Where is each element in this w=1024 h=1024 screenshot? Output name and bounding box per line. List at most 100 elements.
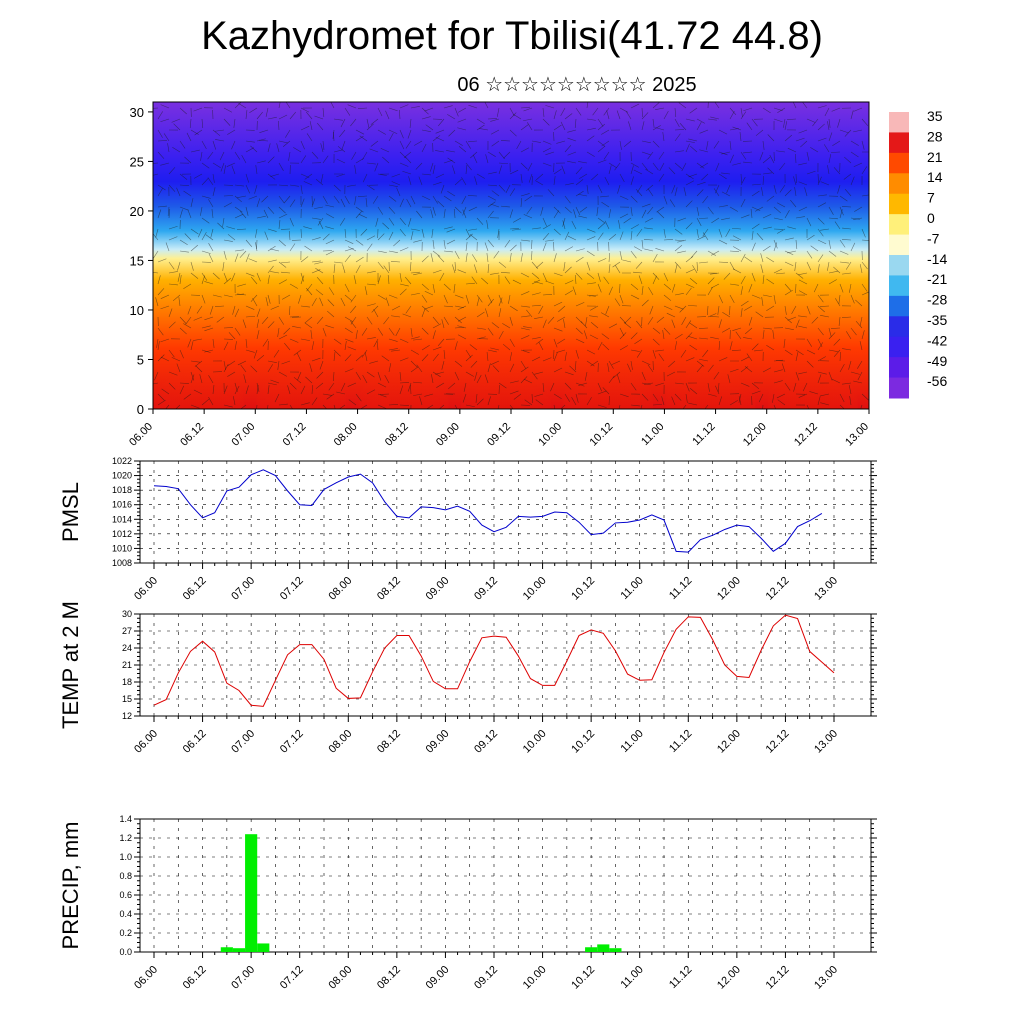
- wind-barb: [190, 198, 194, 208]
- wind-barb: [773, 268, 783, 274]
- wind-barb: [772, 393, 775, 403]
- wind-barb: [600, 312, 610, 318]
- wind-barb: [410, 384, 412, 395]
- wind-barb: [685, 140, 695, 143]
- wind-barb: [278, 239, 286, 247]
- wind-barb: [289, 316, 299, 318]
- wind-barb: [311, 385, 314, 395]
- wind-barb: [696, 217, 702, 227]
- wind-barb: [760, 264, 764, 274]
- wind-barb: [267, 143, 271, 153]
- wind-barb: [766, 278, 775, 285]
- wind-barb: [861, 283, 868, 292]
- wind-barb: [377, 404, 387, 409]
- wind-barb: [424, 107, 434, 112]
- wind-barb: [751, 382, 760, 390]
- wind-barb: [391, 315, 401, 318]
- x-tick-label: 06.12: [181, 964, 209, 992]
- wind-barb: [830, 327, 841, 329]
- wind-barb: [685, 118, 695, 122]
- wind-barb: [350, 316, 357, 325]
- wind-barb: [375, 217, 379, 227]
- wind-barb: [270, 248, 280, 252]
- precip-bar: [609, 948, 622, 952]
- x-tick-label: 07.12: [278, 728, 306, 756]
- wind-barb: [817, 217, 825, 225]
- wind-barb: [630, 162, 639, 168]
- wind-barb: [861, 194, 869, 197]
- wind-barb: [281, 261, 291, 264]
- wind-barb: [457, 127, 467, 131]
- wind-barb: [333, 261, 343, 264]
- wind-barb: [674, 228, 683, 235]
- wind-barb: [326, 393, 335, 400]
- wind-barb: [553, 367, 563, 373]
- precip-panel: 0.00.20.40.60.81.01.21.406.00 06.12 07.00 0…: [58, 814, 877, 992]
- wind-barb: [696, 206, 700, 216]
- wind-barb: [773, 184, 777, 194]
- wind-barb: [535, 399, 544, 406]
- wind-barb: [300, 385, 306, 395]
- wind-barb: [438, 404, 445, 409]
- wind-barb: [586, 282, 596, 285]
- wind-barb: [838, 294, 841, 304]
- wind-barb: [509, 253, 512, 263]
- wind-barb: [601, 333, 610, 340]
- wind-barb: [523, 378, 533, 384]
- wind-barb: [696, 118, 705, 124]
- wind-barb: [232, 305, 236, 315]
- wind-barb: [252, 298, 258, 307]
- wind-barb: [234, 385, 240, 395]
- wind-barb: [486, 352, 489, 362]
- wind-barb: [223, 341, 229, 351]
- wind-barb: [311, 260, 321, 263]
- wind-barb: [344, 316, 353, 322]
- wind-barb: [366, 184, 375, 191]
- wind-barb: [787, 147, 797, 153]
- precip-bar: [585, 947, 598, 952]
- wind-barb: [855, 321, 863, 329]
- wind-barb: [751, 231, 754, 241]
- wind-barb: [267, 265, 274, 274]
- y-tick-label: 1008: [112, 558, 132, 568]
- wind-barb: [465, 354, 473, 362]
- wind-barb: [377, 275, 381, 285]
- wind-barb: [388, 404, 398, 406]
- wind-barb: [751, 183, 761, 186]
- wind-barb: [839, 283, 844, 293]
- wind-barb: [179, 173, 188, 180]
- wind-barb: [200, 206, 203, 216]
- wind-barb: [289, 243, 296, 252]
- wind-barb: [669, 199, 676, 208]
- colorbar-label: 0: [927, 210, 935, 226]
- wind-barb: [245, 338, 248, 348]
- wind-barb: [766, 256, 775, 263]
- wind-barb: [509, 380, 519, 384]
- wind-barb: [571, 220, 577, 230]
- wind-barb: [476, 124, 485, 131]
- wind-barb: [545, 105, 555, 109]
- wind-barb: [635, 188, 643, 197]
- wind-barb: [314, 206, 324, 209]
- wind-barb: [168, 209, 171, 219]
- wind-barb: [344, 283, 350, 293]
- wind-barb: [746, 122, 753, 131]
- wind-barb: [504, 276, 511, 285]
- wind-barb: [153, 173, 159, 176]
- wind-barb: [339, 217, 346, 226]
- wind-barb: [645, 184, 654, 192]
- wind-barb: [443, 105, 453, 109]
- wind-barb: [798, 325, 808, 329]
- wind-barb: [353, 275, 357, 285]
- wind-barb: [171, 357, 181, 362]
- wind-barb: [454, 371, 460, 381]
- wind-barb: [831, 378, 841, 384]
- wind-barb: [575, 190, 584, 197]
- wind-barb: [408, 217, 412, 227]
- wind-barb: [689, 322, 698, 329]
- wind-barb: [462, 209, 467, 219]
- wind-barb: [531, 304, 541, 307]
- wind-barb: [520, 315, 530, 318]
- wind-barb: [589, 334, 599, 340]
- wind-barb: [432, 181, 442, 186]
